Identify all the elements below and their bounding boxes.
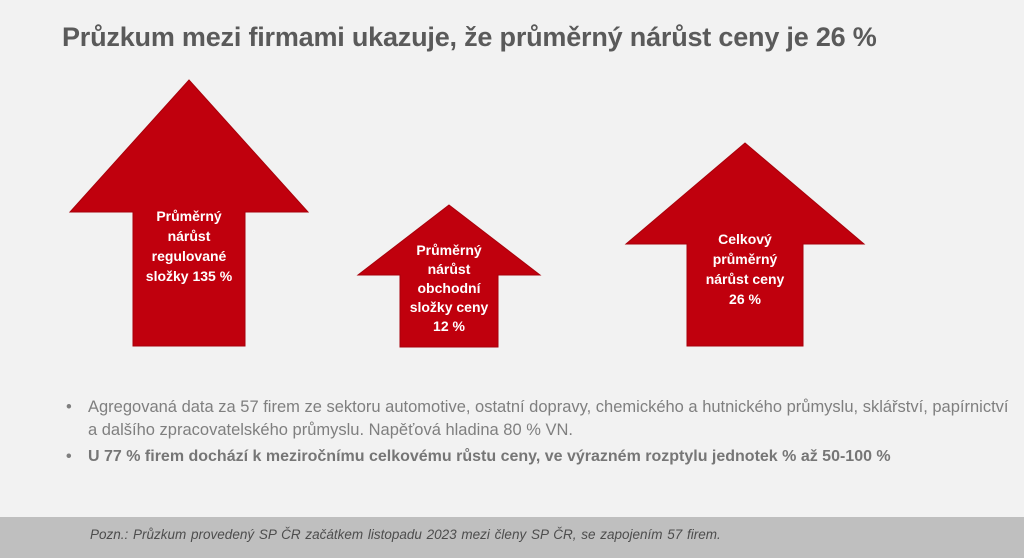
- bullet-text: U 77 % firem dochází k meziročnímu celko…: [88, 448, 891, 465]
- arrow-total-line-3: nárůst ceny: [705, 271, 785, 287]
- footer-bar: Pozn.: Průzkum provedený SP ČR začátkem …: [0, 517, 1024, 558]
- up-arrow-icon: [356, 204, 542, 348]
- slide-title: Průzkum mezi firmami ukazuje, že průměrn…: [62, 22, 877, 52]
- arrow-commercial-line-2: nárůst: [427, 261, 471, 277]
- arrow-total: Celkový průměrný nárůst ceny 26 %: [624, 142, 866, 347]
- bullet-marker: •: [66, 448, 72, 465]
- up-arrow-icon: [68, 79, 310, 347]
- arrow-total-line-4: 26 %: [729, 291, 761, 307]
- arrow-commercial-line-1: Průměrný: [416, 242, 482, 258]
- up-arrow-icon: [624, 142, 866, 347]
- bullet-text: Agregovaná data za 57 firem ze sektoru a…: [88, 398, 1009, 439]
- arrow-total-line-1: Celkový: [718, 231, 772, 247]
- arrow-regulated: Průměrný nárůst regulované složky 135 %: [68, 79, 310, 347]
- bullet-list: • Agregovaná data za 57 firem ze sektoru…: [66, 396, 1011, 471]
- arrow-commercial: Průměrný nárůst obchodní složky ceny 12 …: [356, 204, 542, 348]
- arrow-total-line-2: průměrný: [712, 251, 778, 267]
- bullet-item: • Agregovaná data za 57 firem ze sektoru…: [66, 396, 1011, 442]
- arrow-commercial-line-4: složky ceny: [409, 299, 489, 315]
- arrow-regulated-line-4: složky 135 %: [145, 268, 233, 284]
- arrow-regulated-line-1: Průměrný: [156, 208, 222, 224]
- arrow-commercial-line-3: obchodní: [417, 280, 481, 296]
- arrow-regulated-line-2: nárůst: [167, 228, 211, 244]
- bullet-marker: •: [66, 398, 72, 416]
- arrow-commercial-line-5: 12 %: [433, 318, 465, 334]
- arrow-regulated-line-3: regulované: [151, 248, 227, 264]
- footer-note: Pozn.: Průzkum provedený SP ČR začátkem …: [90, 527, 721, 542]
- bullet-item-highlight: • U 77 % firem dochází k meziročnímu cel…: [66, 445, 1011, 468]
